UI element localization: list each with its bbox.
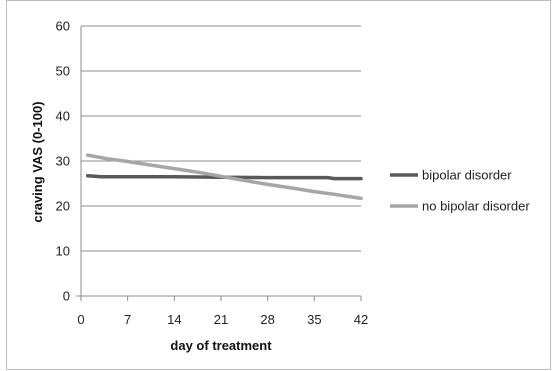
gridlines xyxy=(81,25,361,252)
x-axis-title: day of treatment xyxy=(170,338,272,353)
y-tick-label: 20 xyxy=(56,199,70,214)
x-tick-label: 7 xyxy=(124,312,131,327)
axes xyxy=(76,26,362,301)
y-tick-label: 10 xyxy=(56,244,70,259)
x-tick-labels: 0 7 14 21 28 35 42 xyxy=(77,312,368,327)
legend-label: bipolar disorder xyxy=(422,168,512,183)
x-tick-label: 28 xyxy=(260,312,274,327)
x-tick-label: 42 xyxy=(354,312,368,327)
chart-frame xyxy=(6,0,551,370)
x-tick-label: 21 xyxy=(214,312,228,327)
series-lines xyxy=(85,153,363,201)
y-tick-label: 50 xyxy=(56,64,70,79)
x-tick-label: 0 xyxy=(77,312,84,327)
x-tick-label: 35 xyxy=(307,312,321,327)
legend: bipolar disorder no bipolar disorder xyxy=(390,168,530,214)
y-tick-label: 0 xyxy=(63,289,70,304)
series-line-2 xyxy=(85,153,363,201)
y-tick-label: 30 xyxy=(56,154,70,169)
y-tick-label: 60 xyxy=(56,19,70,34)
series-line-1 xyxy=(85,174,363,181)
y-tick-labels: 0 10 20 30 40 50 60 xyxy=(56,19,70,304)
y-tick-label: 40 xyxy=(56,109,70,124)
x-tick-label: 14 xyxy=(167,312,181,327)
legend-label: no bipolar disorder xyxy=(422,199,530,214)
y-axis-title: craving VAS (0-100) xyxy=(30,101,45,222)
